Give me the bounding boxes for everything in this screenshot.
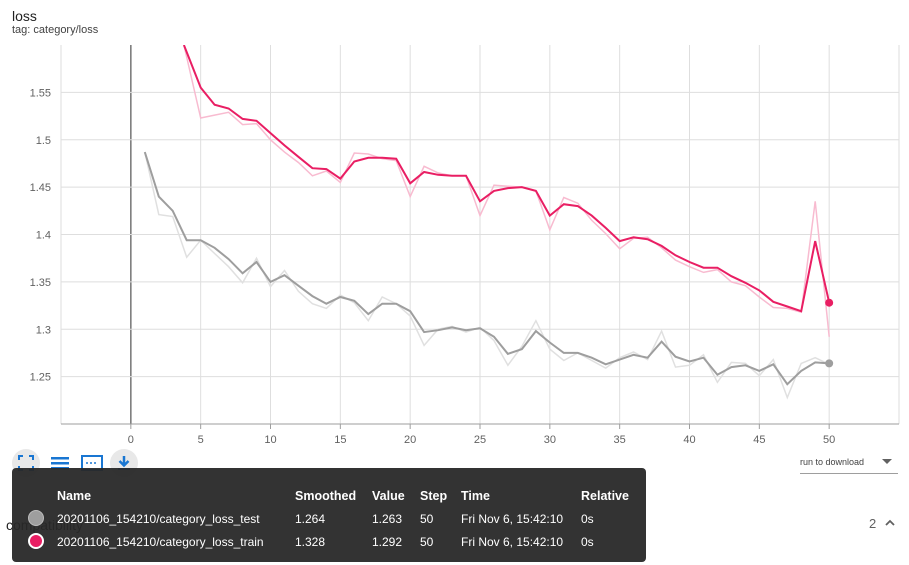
x-tick-label: 45	[753, 434, 765, 446]
row-smoothed: 1.328	[295, 535, 326, 549]
loss-chart: 0 5 10 15 20 25 30 35 40 45 50 1.25 1.3 1.35 1.4 1.45 1.…	[30, 45, 900, 446]
x-tick-label: 20	[404, 434, 416, 446]
row-name: 20201106_154210/category_loss_train	[57, 535, 264, 549]
col-header-relative: Relative	[581, 489, 629, 503]
fit-domain-icon	[18, 455, 34, 471]
run-download-label: run to download	[800, 457, 865, 467]
y-tick-label: 1.25	[30, 372, 51, 384]
y-tick-label: 1.55	[30, 87, 51, 99]
x-tick-label: 25	[474, 434, 486, 446]
col-header-smoothed: Smoothed	[295, 489, 357, 503]
col-header-name: Name	[57, 489, 92, 503]
tooltip: Name Smoothed Value Step Time Relative 2…	[12, 468, 646, 562]
section-collapse-button[interactable]	[884, 516, 896, 534]
x-tick-label: 35	[614, 434, 626, 446]
series-raw-line-test	[144, 151, 830, 400]
series-raw-line-train	[183, 45, 830, 337]
row-step: 50	[420, 512, 434, 526]
section-count: 2	[869, 516, 877, 531]
col-header-step: Step	[420, 489, 448, 503]
row-relative: 0s	[581, 535, 594, 549]
x-tick-label: 10	[264, 434, 276, 446]
chevron-up-icon	[885, 519, 895, 526]
row-name: 20201106_154210/category_loss_test	[57, 512, 260, 526]
row-time: Fri Nov 6, 15:42:10	[461, 535, 564, 549]
y-tick-label: 1.5	[36, 135, 51, 147]
row-time: Fri Nov 6, 15:42:10	[461, 512, 564, 526]
chart-title: loss	[12, 8, 37, 24]
y-tick-label: 1.45	[30, 182, 51, 194]
col-header-value: Value	[372, 489, 405, 503]
y-tick-label: 1.3	[36, 324, 51, 336]
series-endpoint-train	[825, 298, 834, 307]
x-tick-label: 50	[823, 434, 835, 446]
x-tick-label: 15	[334, 434, 346, 446]
x-tick-label: 40	[683, 434, 695, 446]
x-tick-label: 5	[198, 434, 204, 446]
x-tick-label: 0	[128, 434, 134, 446]
run-download-select[interactable]: run to download	[800, 457, 898, 474]
series-smoothed-line-test	[143, 151, 830, 386]
series-swatch-test	[28, 510, 44, 526]
series-swatch-train	[28, 533, 44, 549]
series-endpoint-test	[825, 359, 834, 368]
y-tick-label: 1.4	[36, 230, 51, 242]
row-relative: 0s	[581, 512, 594, 526]
chevron-down-icon	[882, 459, 892, 464]
series-smoothed-line-train	[182, 45, 831, 313]
x-tick-label: 30	[544, 434, 556, 446]
row-value: 1.263	[372, 512, 403, 526]
row-step: 50	[420, 535, 434, 549]
row-value: 1.292	[372, 535, 403, 549]
row-smoothed: 1.264	[295, 512, 326, 526]
chart-tag: tag: category/loss	[12, 24, 99, 36]
col-header-time: Time	[461, 489, 490, 503]
y-tick-label: 1.35	[30, 277, 51, 289]
